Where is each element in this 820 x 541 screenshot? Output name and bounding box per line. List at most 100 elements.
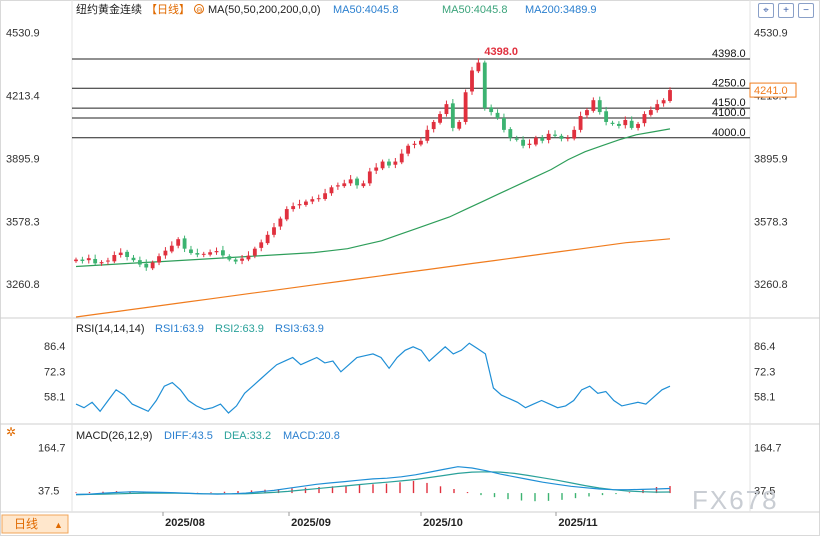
macd-legend: MACD:20.8 bbox=[283, 430, 340, 442]
candle-body bbox=[502, 118, 506, 130]
x-tick-label: 2025/11 bbox=[558, 517, 597, 529]
candle-body bbox=[201, 253, 206, 255]
candle-body bbox=[533, 137, 538, 145]
macd-tick-left: 37.5 bbox=[38, 486, 59, 498]
price-tick-left: 3260.8 bbox=[6, 279, 40, 291]
candle-body bbox=[482, 62, 487, 109]
candle-body bbox=[648, 110, 653, 115]
macd-settings-icon[interactable]: ✲ bbox=[6, 425, 16, 439]
candle-body bbox=[106, 260, 110, 262]
candle-body bbox=[406, 145, 411, 154]
candle-body bbox=[572, 129, 577, 139]
candle-body bbox=[470, 70, 474, 92]
candle-body bbox=[246, 255, 251, 260]
candle-body bbox=[86, 258, 91, 261]
candle-body bbox=[144, 263, 149, 268]
dea-legend: DEA:33.2 bbox=[224, 430, 271, 442]
ma200-line bbox=[75, 238, 671, 318]
candle-body bbox=[597, 100, 602, 113]
candle-body bbox=[112, 255, 117, 262]
candle-body bbox=[233, 259, 238, 262]
candle-body bbox=[304, 201, 308, 205]
candle-body bbox=[668, 90, 672, 101]
last-price-label: 4241.0 bbox=[754, 85, 788, 97]
period-button-label: 日线 bbox=[14, 517, 38, 531]
candle-body bbox=[642, 114, 647, 124]
rsi3-legend: RSI3:63.9 bbox=[275, 323, 324, 335]
candle-body bbox=[623, 119, 628, 126]
candle-body bbox=[431, 121, 436, 130]
candle-body bbox=[355, 178, 359, 186]
candle-body bbox=[463, 92, 468, 122]
instrument-title: 纽约黄金连续 bbox=[76, 2, 142, 16]
candle-body bbox=[450, 103, 455, 128]
ma50-legend-b: MA50:4045.8 bbox=[442, 4, 507, 16]
zoom-in-icon[interactable]: + bbox=[778, 3, 794, 18]
candle-body bbox=[457, 121, 462, 129]
x-axis: 2025/08 2025/09 2025/10 2025/11 bbox=[162, 512, 598, 529]
candle-body bbox=[585, 110, 589, 116]
candle-body bbox=[240, 258, 244, 261]
candle-body bbox=[163, 250, 168, 256]
candle-body bbox=[565, 137, 570, 139]
price-tick-right: 3895.9 bbox=[754, 153, 788, 165]
macd-title: MACD(26,12,9) bbox=[76, 430, 152, 442]
price-tick-right: 4530.9 bbox=[754, 28, 788, 40]
candle-body bbox=[399, 153, 404, 163]
settings-icon[interactable] bbox=[194, 4, 204, 14]
watermark: FX678 bbox=[692, 485, 779, 515]
candle-body bbox=[265, 234, 270, 244]
candle-body bbox=[220, 250, 225, 256]
candle-body bbox=[335, 185, 340, 187]
candle-body bbox=[118, 252, 123, 256]
rsi-tick-right: 72.3 bbox=[754, 366, 775, 378]
candle-body bbox=[176, 239, 181, 246]
candle-body bbox=[361, 183, 366, 187]
ma50-legend-a: MA50:4045.8 bbox=[333, 4, 398, 16]
candle-body bbox=[527, 143, 532, 145]
candle-body bbox=[418, 140, 423, 145]
candle-body bbox=[182, 238, 187, 249]
candle-body bbox=[291, 206, 296, 210]
level-label: 4000.0 bbox=[712, 127, 746, 139]
level-label: 4100.0 bbox=[712, 107, 746, 119]
candle-body bbox=[616, 123, 621, 126]
macd-tick-left: 164.7 bbox=[38, 442, 66, 454]
candle-body bbox=[374, 167, 379, 171]
candle-body bbox=[367, 171, 372, 184]
price-tick-left: 4213.4 bbox=[6, 91, 40, 103]
zoom-out-icon[interactable]: − bbox=[798, 3, 814, 18]
candle-body bbox=[438, 114, 442, 123]
rsi-tick-right: 58.1 bbox=[754, 392, 775, 404]
candle-body bbox=[131, 257, 136, 261]
candle-body bbox=[412, 143, 417, 145]
period-button[interactable] bbox=[1, 514, 69, 534]
price-tick-right: 3578.3 bbox=[754, 216, 788, 228]
candle-body bbox=[655, 104, 660, 111]
candle-body bbox=[284, 209, 289, 220]
peak-label: 4398.0 bbox=[484, 46, 518, 58]
candle-body bbox=[629, 120, 634, 128]
candle-body bbox=[80, 259, 85, 261]
candle-body bbox=[387, 161, 391, 166]
price-tick-right: 3260.8 bbox=[754, 279, 788, 291]
candle-body bbox=[342, 183, 347, 187]
price-pane: 4530.94530.94213.44213.43895.93895.93578… bbox=[6, 28, 797, 318]
candle-body bbox=[521, 139, 526, 146]
ma50-line bbox=[75, 128, 671, 268]
level-label: 4150.0 bbox=[712, 97, 746, 109]
candle-body bbox=[508, 129, 513, 138]
crosshair-icon[interactable]: ⌖ bbox=[758, 3, 774, 18]
candle-body bbox=[489, 107, 494, 113]
period-label: 【日线】 bbox=[146, 2, 190, 16]
candle-body bbox=[74, 259, 78, 262]
rsi-tick-right: 86.4 bbox=[754, 341, 775, 353]
x-tick-label: 2025/09 bbox=[291, 517, 331, 529]
candle-body bbox=[578, 116, 583, 130]
candle-body bbox=[137, 260, 142, 265]
candle-body bbox=[380, 161, 385, 169]
rsi-tick-left: 58.1 bbox=[44, 392, 65, 404]
candle-body bbox=[93, 258, 98, 264]
